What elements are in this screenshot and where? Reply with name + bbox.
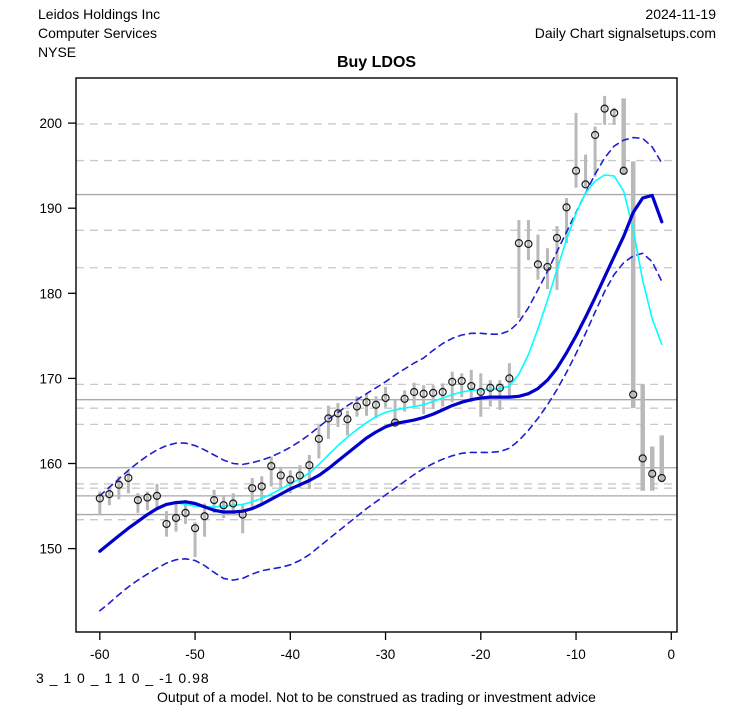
close-marker xyxy=(562,203,571,212)
close-marker xyxy=(400,394,409,403)
disclaimer-text: Output of a model. Not to be construed a… xyxy=(157,689,596,705)
close-marker xyxy=(219,501,228,510)
close-marker xyxy=(333,409,343,418)
close-marker xyxy=(133,495,143,505)
industry-label: Computer Services xyxy=(38,25,158,41)
company-name: Leidos Holdings Inc xyxy=(38,6,161,22)
y-tick-label: 170 xyxy=(39,371,62,386)
close-marker xyxy=(448,377,457,386)
close-marker xyxy=(390,418,400,427)
close-marker xyxy=(438,387,447,397)
close-marker xyxy=(429,388,438,397)
exchange-label: NYSE xyxy=(38,44,77,60)
x-tick-label: -20 xyxy=(471,647,491,662)
close-marker xyxy=(190,524,200,533)
close-marker xyxy=(181,508,190,517)
x-tick-label: -50 xyxy=(185,647,205,662)
close-marker xyxy=(171,513,181,523)
close-marker xyxy=(457,376,466,386)
x-tick-label: -30 xyxy=(376,647,396,662)
chart-title: Buy LDOS xyxy=(336,54,417,71)
x-tick-label: -10 xyxy=(566,647,586,662)
close-marker xyxy=(638,454,647,463)
model-code-text: 3 _ 1 0 _ 1 1 0 _ -1 0.98 xyxy=(36,670,210,686)
close-marker xyxy=(257,482,266,491)
close-marker xyxy=(238,510,247,519)
close-marker xyxy=(419,389,428,398)
upper-band-line xyxy=(99,136,663,497)
y-tick-label: 150 xyxy=(39,542,62,557)
chart-date: 2024-11-19 xyxy=(645,6,716,22)
close-marker xyxy=(381,393,390,403)
fast-ma-line xyxy=(175,174,663,508)
lower-band-line xyxy=(99,252,663,612)
close-marker xyxy=(590,130,600,140)
close-marker xyxy=(410,387,419,397)
y-tick-label: 160 xyxy=(39,457,62,472)
close-marker xyxy=(162,519,171,529)
close-marker xyxy=(552,233,562,243)
close-marker xyxy=(600,104,609,113)
close-marker xyxy=(543,262,552,272)
close-marker xyxy=(657,473,666,483)
close-marker xyxy=(229,499,238,508)
slow-ma-line xyxy=(98,193,664,553)
chart-source: Daily Chart signalsetups.com xyxy=(534,25,716,41)
close-marker xyxy=(524,239,533,249)
close-marker xyxy=(648,469,657,478)
x-tick-label: -60 xyxy=(90,647,110,662)
close-marker xyxy=(95,494,104,503)
plot-border xyxy=(75,77,678,633)
close-marker xyxy=(352,402,362,411)
close-marker xyxy=(371,400,381,409)
close-marker xyxy=(495,383,504,392)
close-marker xyxy=(629,390,638,399)
y-tick-label: 190 xyxy=(39,201,62,216)
close-marker xyxy=(362,398,371,407)
close-marker xyxy=(200,512,209,521)
x-tick-label: 0 xyxy=(668,647,676,662)
close-marker xyxy=(505,374,514,383)
close-marker xyxy=(314,434,323,443)
close-marker xyxy=(324,414,333,423)
close-marker xyxy=(248,484,257,493)
close-marker xyxy=(610,108,619,117)
close-marker xyxy=(286,475,295,484)
close-marker xyxy=(533,260,543,269)
close-marker xyxy=(476,387,485,397)
close-marker xyxy=(581,180,590,189)
close-marker xyxy=(124,473,133,483)
close-marker xyxy=(343,415,352,424)
close-marker xyxy=(486,383,495,392)
close-marker xyxy=(619,166,628,175)
close-marker xyxy=(467,381,476,391)
close-marker xyxy=(276,471,285,480)
close-marker xyxy=(514,238,523,248)
close-marker xyxy=(267,461,276,471)
close-marker xyxy=(105,490,114,499)
close-marker xyxy=(114,480,123,489)
y-tick-label: 180 xyxy=(39,286,62,301)
close-marker xyxy=(305,461,314,470)
close-marker xyxy=(571,166,581,175)
close-marker xyxy=(143,493,152,502)
x-tick-label: -40 xyxy=(281,647,301,662)
close-marker xyxy=(210,495,219,505)
close-marker xyxy=(152,491,162,500)
y-tick-label: 200 xyxy=(39,116,62,131)
close-marker xyxy=(295,471,304,480)
